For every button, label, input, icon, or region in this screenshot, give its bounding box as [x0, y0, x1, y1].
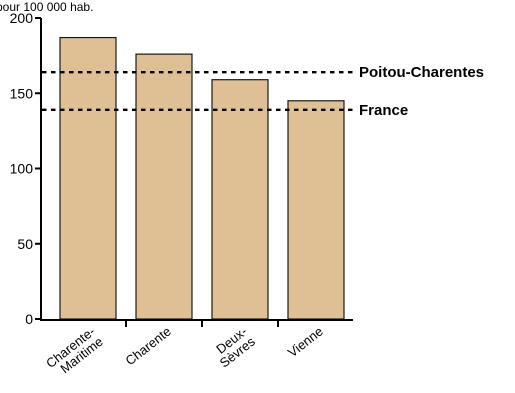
x-category-label: Charente [122, 324, 173, 369]
bar [287, 100, 345, 320]
bar [59, 36, 117, 320]
y-tick-label: 150 [10, 85, 34, 101]
x-category-label-line: Charente [122, 324, 173, 369]
bar [211, 79, 269, 320]
reference-line-label: France [359, 102, 408, 119]
reference-line-label: Poitou-Charentes [359, 64, 484, 81]
y-tick-label: 100 [10, 161, 34, 177]
x-category-label-line: Vienne [285, 324, 326, 361]
x-category-label: Charente-Maritime [43, 324, 106, 382]
y-axis-unit-label: pour 100 000 hab. [0, 0, 93, 14]
y-tick-label: 0 [25, 311, 33, 327]
y-tick-label: 200 [10, 10, 34, 26]
x-category-label: Deux-Sèvres [209, 323, 259, 370]
bar [135, 53, 193, 320]
y-tick-label: 50 [17, 236, 33, 252]
x-category-label: Vienne [285, 324, 326, 361]
